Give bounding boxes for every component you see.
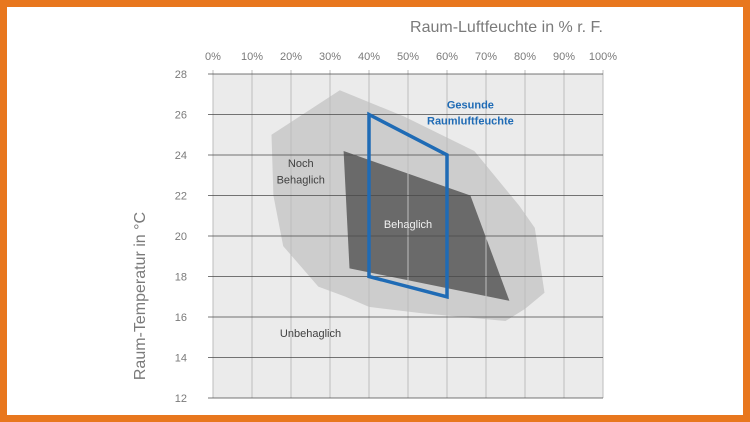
y-tick-label-24: 24: [175, 150, 187, 162]
label-unbehaglich: Unbehaglich: [280, 328, 341, 340]
y-tick-label-22: 22: [175, 191, 187, 203]
x-tick-label-80: 80%: [514, 51, 536, 63]
x-tick-label-70: 70%: [475, 51, 497, 63]
label-gesunde-line1: Gesunde: [447, 99, 494, 111]
y-axis-title: Raum-Temperatur in °C: [132, 212, 149, 380]
label-behaglich: Behaglich: [384, 219, 432, 231]
x-tick-label-60: 60%: [436, 51, 458, 63]
label-noch-behaglich-line2: Behaglich: [277, 174, 325, 186]
comfort-chart: 0% 10% 20% 30% 40% 50% 60% 70% 80% 90% 100% 12 14 16 1…: [132, 19, 617, 405]
region-gesunde-raumluftfeuchte: [367, 111, 449, 300]
y-tick-label-20: 20: [175, 231, 187, 243]
region-behaglich: [343, 151, 510, 301]
y-tick-label-16: 16: [175, 312, 187, 324]
x-axis-title: Raum-Luftfeuchte in % r. F.: [410, 19, 603, 36]
y-tick-label-28: 28: [175, 69, 187, 81]
y-tick-label-12: 12: [175, 393, 187, 405]
x-tick-label-0: 0%: [205, 51, 221, 63]
y-tick-label-18: 18: [175, 272, 187, 284]
x-tick-label-40: 40%: [358, 51, 380, 63]
chart-frame: 0% 10% 20% 30% 40% 50% 60% 70% 80% 90% 100% 12 14 16 1…: [7, 7, 743, 415]
x-tick-label-30: 30%: [319, 51, 341, 63]
x-tick-label-20: 20%: [280, 51, 302, 63]
y-tick-label-26: 26: [175, 110, 187, 122]
x-tick-label-100: 100%: [589, 51, 617, 63]
label-noch-behaglich-line1: Noch: [288, 158, 314, 170]
x-tick-label-90: 90%: [553, 51, 575, 63]
x-tick-label-50: 50%: [397, 51, 419, 63]
y-tick-label-14: 14: [175, 353, 187, 365]
label-gesunde-line2: Raumluftfeuchte: [427, 116, 514, 128]
x-tick-label-10: 10%: [241, 51, 263, 63]
